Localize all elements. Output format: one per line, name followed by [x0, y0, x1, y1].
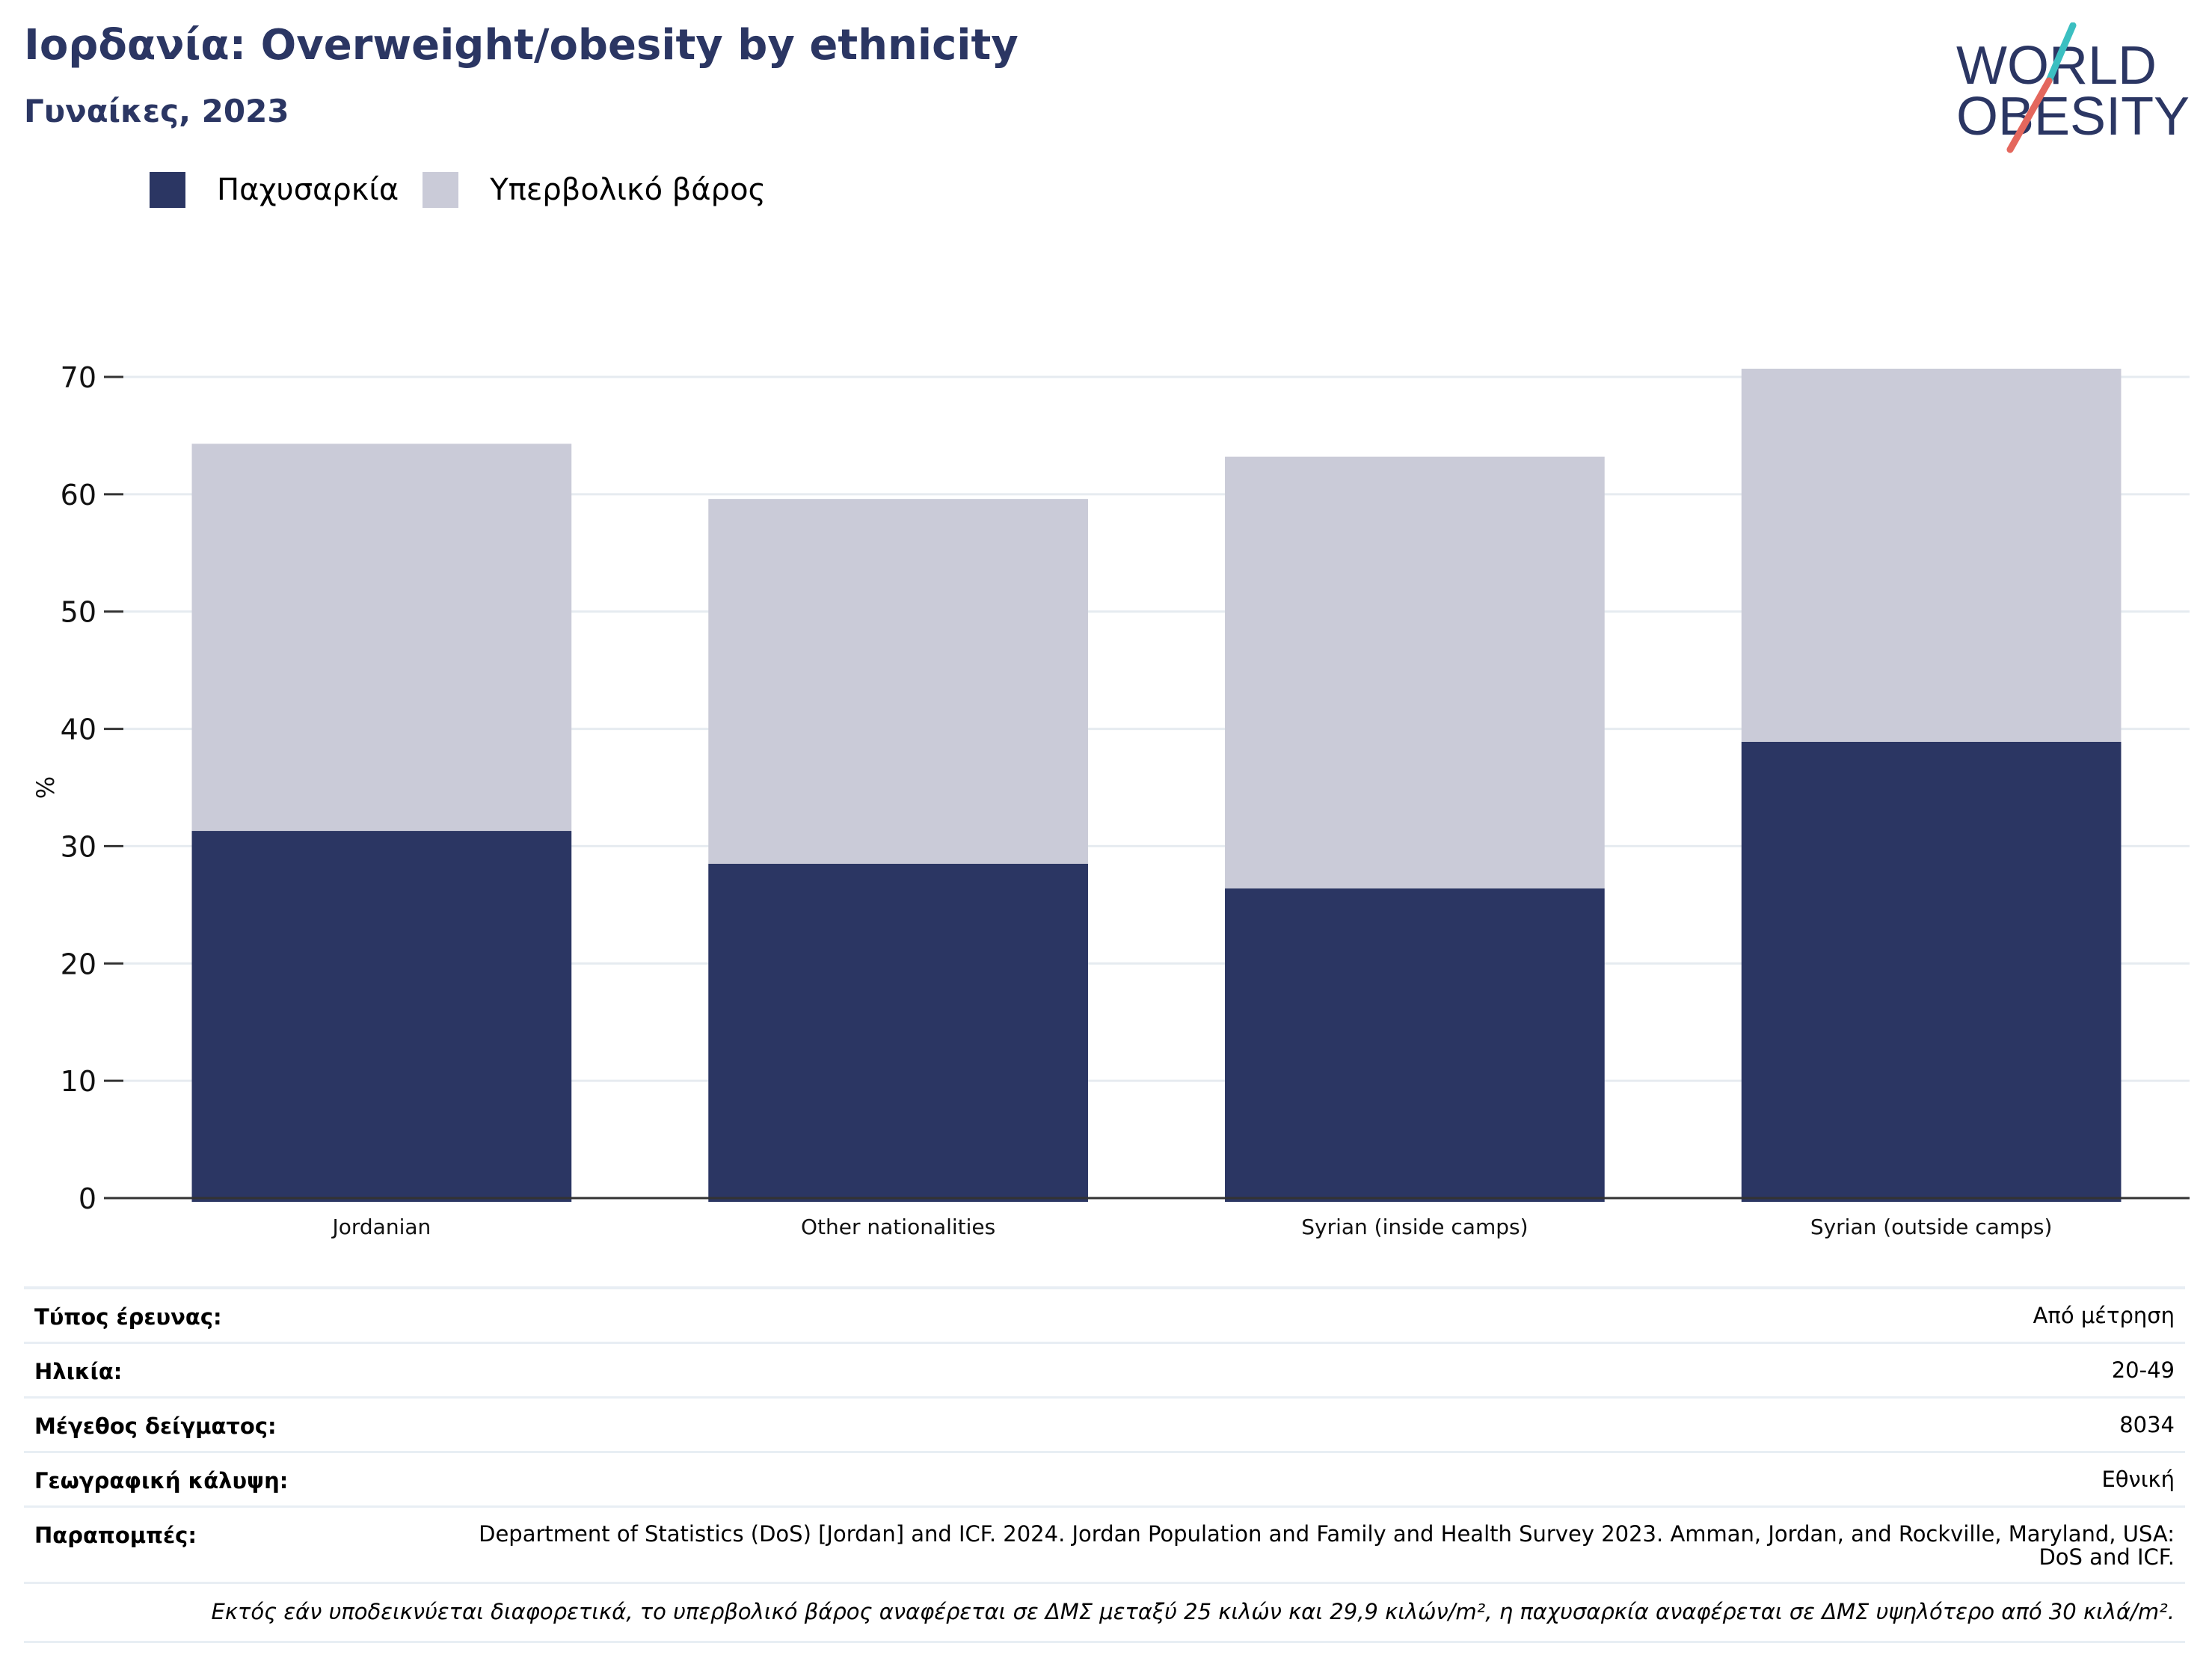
y-tick-label: 30 [61, 830, 96, 863]
legend-label-overweight: Υπερβολικό βάρος [490, 173, 766, 207]
survey-info-table: Τύπος έρευνας: Από μέτρηση Ηλικία: 20-49… [24, 1286, 2185, 1643]
info-value: 20-49 [2111, 1357, 2175, 1383]
bar-obesity-3 [1225, 888, 1605, 1202]
bar-overweight-4 [1741, 369, 2122, 742]
x-tick-label: Jordanian [331, 1215, 431, 1239]
logo-slash-coral [2006, 77, 2053, 153]
info-label: Ηλικία: [34, 1359, 123, 1384]
y-tick-label: 60 [61, 479, 96, 512]
legend-item-obesity[interactable]: Παχυσαρκία [150, 172, 399, 208]
legend-item-overweight[interactable]: Υπερβολικό βάρος [423, 172, 766, 208]
y-axis-label: % [31, 776, 60, 799]
y-tick-label: 70 [61, 361, 96, 394]
x-tick-label: Syrian (outside camps) [1810, 1215, 2053, 1239]
legend-label-obesity: Παχυσαρκία [217, 173, 399, 207]
chart-subtitle: Γυναίκες, 2023 [24, 93, 289, 129]
info-value: 8034 [2119, 1412, 2175, 1437]
chart-title: Ιορδανία: Overweight/obesity by ethnicit… [24, 21, 1019, 70]
y-tick-label: 20 [61, 948, 96, 980]
x-tick-label: Other nationalities [801, 1215, 995, 1239]
info-row-coverage: Γεωγραφική κάλυψη: Εθνική [24, 1451, 2185, 1505]
info-label: Παραπομπές: [34, 1523, 197, 1548]
x-tick-label: Syrian (inside camps) [1301, 1215, 1528, 1239]
y-tick-label: 40 [61, 713, 96, 746]
info-label: Τύπος έρευνας: [34, 1304, 222, 1330]
bar-overweight-1 [191, 443, 572, 832]
bar-obesity-4 [1741, 741, 2122, 1202]
info-label: Μέγεθος δείγματος: [34, 1413, 277, 1439]
info-row-survey-type: Τύπος έρευνας: Από μέτρηση [24, 1286, 2185, 1342]
world-obesity-logo: WORLD OBESITY [1956, 22, 2190, 153]
logo-slash-teal [2045, 22, 2077, 85]
info-row-sample-size: Μέγεθος δείγματος: 8034 [24, 1396, 2185, 1451]
legend: Παχυσαρκία Υπερβολικό βάρος [150, 172, 790, 208]
bar-obesity-2 [708, 863, 1088, 1202]
bar-overweight-3 [1225, 456, 1605, 888]
stacked-bar-chart: 0 10 20 30 40 50 60 70% Jordanian Other nationali… [31, 361, 2190, 1239]
legend-swatch-obesity [150, 172, 185, 208]
bar-obesity-1 [191, 831, 572, 1202]
y-tick-label: 50 [61, 596, 96, 629]
info-value: Εθνική [2101, 1467, 2175, 1492]
bar-overweight-2 [708, 499, 1088, 864]
footnote: Εκτός εάν υποδεικνύεται διαφορετικά, το … [24, 1581, 2185, 1643]
logo-line2: OBESITY [1956, 87, 2190, 147]
y-tick-label: 0 [79, 1182, 96, 1215]
info-row-age: Ηλικία: 20-49 [24, 1342, 2185, 1396]
info-label: Γεωγραφική κάλυψη: [34, 1468, 289, 1494]
info-row-references: Παραπομπές: Department of Statistics (Do… [24, 1505, 2185, 1582]
y-tick-label: 10 [61, 1065, 96, 1098]
legend-swatch-overweight [423, 172, 459, 208]
info-value: Από μέτρηση [2033, 1303, 2175, 1328]
info-value-references: Department of Statistics (DoS) [Jordan] … [479, 1521, 2175, 1571]
